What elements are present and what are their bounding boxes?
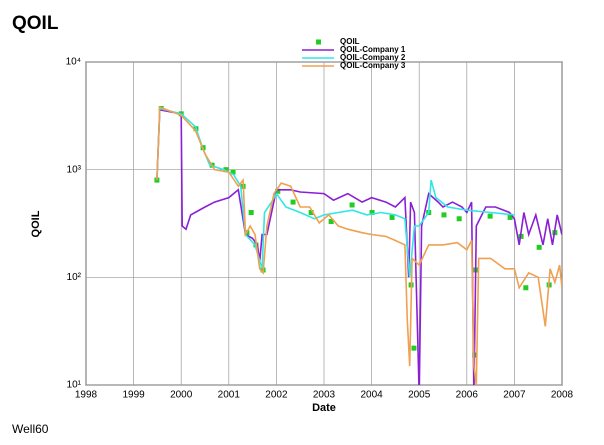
y-tick-label: 10²	[67, 272, 82, 283]
legend-label: QOIL-Company 2	[340, 53, 406, 62]
data-point	[487, 213, 493, 219]
data-point	[275, 188, 281, 194]
x-tick-label: 2000	[170, 390, 193, 401]
data-point	[441, 212, 447, 218]
data-point	[230, 169, 236, 175]
legend-label: QOIL-Company 1	[340, 45, 406, 54]
plot-area	[154, 105, 562, 385]
legend-label: QOIL-Company 3	[340, 61, 406, 70]
data-point	[328, 219, 334, 225]
x-axis-label: Date	[312, 402, 336, 414]
data-point	[536, 244, 542, 250]
data-point	[308, 210, 314, 216]
x-tick-label: 2004	[360, 390, 383, 401]
legend-marker	[316, 39, 321, 45]
data-point	[456, 216, 462, 222]
y-axis-label: QOIL	[30, 210, 42, 237]
data-point	[411, 345, 417, 351]
y-tick-label: 10¹	[67, 380, 82, 391]
data-point	[223, 167, 229, 173]
data-point	[290, 199, 296, 205]
x-tick-label: 1999	[122, 390, 145, 401]
data-point	[523, 285, 529, 291]
x-tick-label: 2001	[218, 390, 241, 401]
legend-label: QOIL	[340, 37, 360, 46]
data-point	[369, 210, 375, 216]
series-line	[156, 107, 515, 278]
data-point	[507, 214, 513, 220]
footer: Well60	[12, 422, 49, 436]
x-tick-label: 2007	[503, 390, 526, 401]
y-tick-label: 10³	[67, 164, 82, 175]
x-tick-label: 2005	[408, 390, 431, 401]
data-point	[349, 202, 355, 208]
data-point	[389, 214, 395, 220]
y-tick-label: 10⁴	[66, 57, 81, 68]
x-tick-label: 2006	[456, 390, 479, 401]
chart-title: QOIL	[12, 13, 59, 34]
data-point	[248, 210, 254, 216]
x-tick-label: 2003	[313, 390, 336, 401]
x-tick-label: 2008	[551, 390, 574, 401]
x-tick-label: 1998	[75, 390, 98, 401]
grid	[85, 61, 563, 386]
series-line	[156, 108, 562, 385]
x-tick-label: 2002	[265, 390, 288, 401]
series-line	[156, 106, 562, 385]
